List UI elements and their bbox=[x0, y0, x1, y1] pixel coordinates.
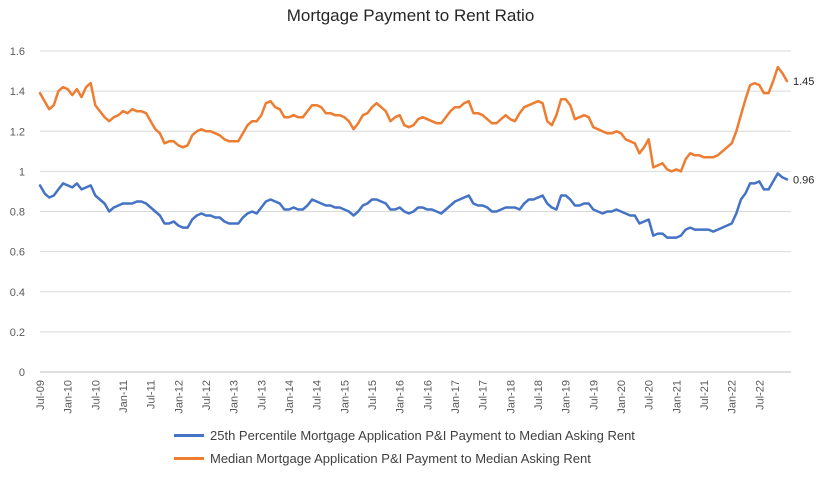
gridlines bbox=[40, 50, 791, 373]
y-tick-label: 0.2 bbox=[10, 327, 25, 339]
end-value-label: 1.45 bbox=[793, 76, 814, 88]
x-tick-label: Jan-21 bbox=[671, 380, 683, 414]
x-tick-label: Jul-11 bbox=[146, 380, 158, 409]
x-tick-label: Jul-19 bbox=[588, 380, 600, 410]
x-tick-label: Jan-13 bbox=[229, 380, 241, 414]
legend-item-25th-percentile[interactable]: 25th Percentile Mortgage Application P&I… bbox=[174, 424, 635, 447]
end-labels: 0.96 1.45 bbox=[793, 76, 814, 186]
x-tick-label: Jan-10 bbox=[63, 380, 75, 414]
x-tick-label: Jul-13 bbox=[256, 380, 268, 410]
x-tick-label: Jul-18 bbox=[533, 380, 545, 410]
x-tick-label: Jan-17 bbox=[450, 380, 462, 414]
y-tick-label: 1 bbox=[19, 166, 25, 178]
chart-title: Mortgage Payment to Rent Ratio bbox=[286, 6, 535, 25]
y-tick-label: 0 bbox=[19, 367, 25, 379]
legend: 25th Percentile Mortgage Application P&I… bbox=[174, 424, 635, 470]
x-tick-label: Jan-15 bbox=[339, 380, 351, 414]
x-tick-label: Jan-16 bbox=[395, 380, 407, 414]
y-axis-ticks: 0 0.2 0.4 0.6 0.8 1 1.2 1.4 1.6 bbox=[10, 46, 25, 379]
x-tick-label: Jul-14 bbox=[312, 380, 324, 410]
x-tick-label: Jan-19 bbox=[561, 380, 573, 414]
x-tick-label: Jul-16 bbox=[422, 380, 434, 410]
x-axis-ticks: Jul-09 Jan-10 Jul-10 Jan-11 Jul-11 Jan-12 Jul-… bbox=[35, 380, 766, 414]
x-tick-label: Jul-21 bbox=[699, 380, 711, 410]
x-tick-label: Jan-12 bbox=[173, 380, 185, 414]
y-tick-label: 1.4 bbox=[10, 86, 25, 98]
legend-label: 25th Percentile Mortgage Application P&I… bbox=[210, 428, 635, 443]
y-tick-label: 1.6 bbox=[10, 46, 25, 58]
series-line-median[interactable] bbox=[38, 65, 789, 173]
x-tick-label: Jul-10 bbox=[90, 380, 102, 410]
legend-item-median[interactable]: Median Mortgage Application P&I Payment … bbox=[174, 447, 635, 470]
x-tick-label: Jul-15 bbox=[367, 380, 379, 410]
x-tick-label: Jul-22 bbox=[754, 380, 766, 410]
legend-swatch-orange bbox=[174, 457, 204, 460]
x-tick-label: Jul-17 bbox=[478, 380, 490, 410]
x-tick-label: Jan-22 bbox=[727, 380, 739, 414]
y-tick-label: 1.2 bbox=[10, 126, 25, 138]
x-tick-label: Jan-14 bbox=[284, 380, 296, 414]
series-lines bbox=[38, 65, 789, 239]
x-tick-label: Jul-09 bbox=[35, 380, 47, 410]
y-tick-label: 0.6 bbox=[10, 247, 25, 259]
series-line-25th-percentile[interactable] bbox=[38, 172, 789, 239]
x-tick-label: Jan-20 bbox=[616, 380, 628, 414]
legend-swatch-blue bbox=[174, 434, 204, 437]
x-tick-label: Jul-20 bbox=[644, 380, 656, 410]
end-value-label: 0.96 bbox=[793, 174, 814, 186]
y-tick-label: 0.8 bbox=[10, 207, 25, 219]
x-tick-label: Jan-18 bbox=[505, 380, 517, 414]
y-tick-label: 0.4 bbox=[10, 287, 25, 299]
legend-label: Median Mortgage Application P&I Payment … bbox=[210, 451, 591, 466]
x-tick-label: Jan-11 bbox=[118, 380, 130, 413]
x-tick-label: Jul-12 bbox=[201, 380, 213, 410]
